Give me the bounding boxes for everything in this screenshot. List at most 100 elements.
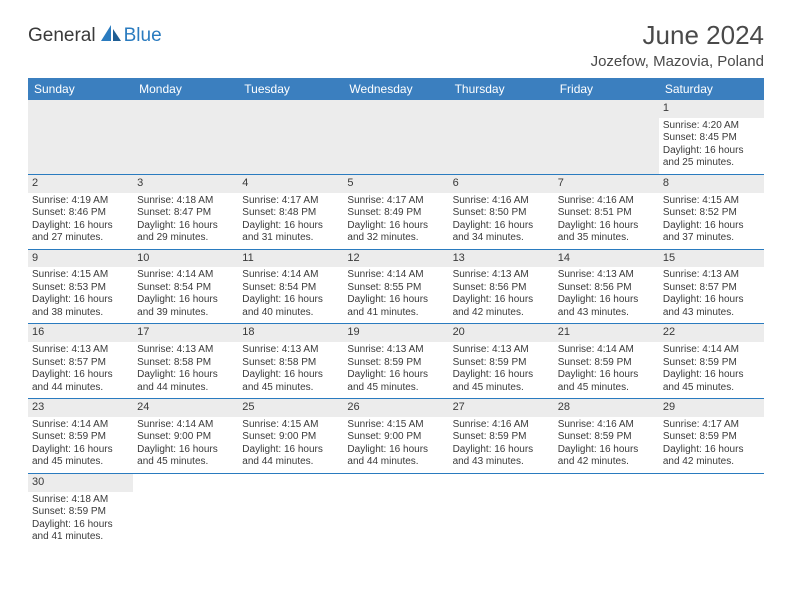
day-number: 18 xyxy=(238,324,343,342)
calendar-cell: 27Sunrise: 4:16 AMSunset: 8:59 PMDayligh… xyxy=(449,399,554,474)
sunrise-text: Sunrise: 4:20 AM xyxy=(663,120,760,133)
daylight-text: Daylight: 16 hours and 39 minutes. xyxy=(137,294,234,319)
sunrise-text: Sunrise: 4:14 AM xyxy=(32,419,129,432)
sunset-text: Sunset: 8:59 PM xyxy=(32,431,129,444)
daylight-text: Daylight: 16 hours and 44 minutes. xyxy=(242,444,339,469)
sunset-text: Sunset: 8:51 PM xyxy=(558,207,655,220)
sunset-text: Sunset: 8:50 PM xyxy=(453,207,550,220)
day-number: 20 xyxy=(449,324,554,342)
day-number: 8 xyxy=(659,175,764,193)
calendar-cell: 9Sunrise: 4:15 AMSunset: 8:53 PMDaylight… xyxy=(28,249,133,324)
logo-text-blue: Blue xyxy=(124,25,162,47)
sunrise-text: Sunrise: 4:16 AM xyxy=(558,419,655,432)
sunset-text: Sunset: 8:55 PM xyxy=(347,282,444,295)
calendar-cell: 17Sunrise: 4:13 AMSunset: 8:58 PMDayligh… xyxy=(133,324,238,399)
calendar-cell: 18Sunrise: 4:13 AMSunset: 8:58 PMDayligh… xyxy=(238,324,343,399)
sunrise-text: Sunrise: 4:15 AM xyxy=(663,195,760,208)
calendar-cell: 30Sunrise: 4:18 AMSunset: 8:59 PMDayligh… xyxy=(28,473,133,547)
sunrise-text: Sunrise: 4:14 AM xyxy=(242,269,339,282)
calendar-cell xyxy=(449,473,554,547)
day-number: 21 xyxy=(554,324,659,342)
sunrise-text: Sunrise: 4:14 AM xyxy=(558,344,655,357)
day-number: 29 xyxy=(659,399,764,417)
calendar-cell xyxy=(449,100,554,174)
sunset-text: Sunset: 8:56 PM xyxy=(453,282,550,295)
weekday-header: Tuesday xyxy=(238,78,343,100)
sunrise-text: Sunrise: 4:15 AM xyxy=(242,419,339,432)
calendar-cell: 22Sunrise: 4:14 AMSunset: 8:59 PMDayligh… xyxy=(659,324,764,399)
sunrise-text: Sunrise: 4:19 AM xyxy=(32,195,129,208)
calendar-week-row: 30Sunrise: 4:18 AMSunset: 8:59 PMDayligh… xyxy=(28,473,764,547)
daylight-text: Daylight: 16 hours and 29 minutes. xyxy=(137,220,234,245)
calendar-cell: 1Sunrise: 4:20 AMSunset: 8:45 PMDaylight… xyxy=(659,100,764,174)
sunset-text: Sunset: 9:00 PM xyxy=(347,431,444,444)
sunrise-text: Sunrise: 4:17 AM xyxy=(242,195,339,208)
daylight-text: Daylight: 16 hours and 45 minutes. xyxy=(347,369,444,394)
weekday-header: Sunday xyxy=(28,78,133,100)
calendar-week-row: 2Sunrise: 4:19 AMSunset: 8:46 PMDaylight… xyxy=(28,174,764,249)
day-number: 28 xyxy=(554,399,659,417)
calendar-cell xyxy=(238,100,343,174)
calendar-cell: 26Sunrise: 4:15 AMSunset: 9:00 PMDayligh… xyxy=(343,399,448,474)
sunrise-text: Sunrise: 4:14 AM xyxy=(137,419,234,432)
calendar-cell: 15Sunrise: 4:13 AMSunset: 8:57 PMDayligh… xyxy=(659,249,764,324)
calendar-cell: 2Sunrise: 4:19 AMSunset: 8:46 PMDaylight… xyxy=(28,174,133,249)
day-number: 26 xyxy=(343,399,448,417)
calendar-table: Sunday Monday Tuesday Wednesday Thursday… xyxy=(28,78,764,548)
sunset-text: Sunset: 8:59 PM xyxy=(347,357,444,370)
calendar-cell xyxy=(343,473,448,547)
sunset-text: Sunset: 8:53 PM xyxy=(32,282,129,295)
calendar-cell: 24Sunrise: 4:14 AMSunset: 9:00 PMDayligh… xyxy=(133,399,238,474)
sunrise-text: Sunrise: 4:17 AM xyxy=(663,419,760,432)
sunrise-text: Sunrise: 4:17 AM xyxy=(347,195,444,208)
calendar-cell: 12Sunrise: 4:14 AMSunset: 8:55 PMDayligh… xyxy=(343,249,448,324)
daylight-text: Daylight: 16 hours and 42 minutes. xyxy=(453,294,550,319)
day-number: 3 xyxy=(133,175,238,193)
sunset-text: Sunset: 9:00 PM xyxy=(137,431,234,444)
daylight-text: Daylight: 16 hours and 25 minutes. xyxy=(663,145,760,170)
day-number: 1 xyxy=(659,100,764,118)
header: General Blue June 2024 Jozefow, Mazovia,… xyxy=(28,20,764,70)
sunset-text: Sunset: 8:59 PM xyxy=(663,431,760,444)
calendar-week-row: 1Sunrise: 4:20 AMSunset: 8:45 PMDaylight… xyxy=(28,100,764,174)
sunset-text: Sunset: 8:52 PM xyxy=(663,207,760,220)
calendar-cell: 28Sunrise: 4:16 AMSunset: 8:59 PMDayligh… xyxy=(554,399,659,474)
daylight-text: Daylight: 16 hours and 43 minutes. xyxy=(453,444,550,469)
sunrise-text: Sunrise: 4:13 AM xyxy=(558,269,655,282)
sunrise-text: Sunrise: 4:15 AM xyxy=(347,419,444,432)
sunset-text: Sunset: 8:59 PM xyxy=(663,357,760,370)
sunrise-text: Sunrise: 4:13 AM xyxy=(453,269,550,282)
daylight-text: Daylight: 16 hours and 38 minutes. xyxy=(32,294,129,319)
sunset-text: Sunset: 8:59 PM xyxy=(32,506,129,519)
daylight-text: Daylight: 16 hours and 44 minutes. xyxy=(137,369,234,394)
calendar-cell: 7Sunrise: 4:16 AMSunset: 8:51 PMDaylight… xyxy=(554,174,659,249)
sunset-text: Sunset: 8:59 PM xyxy=(558,357,655,370)
day-number: 23 xyxy=(28,399,133,417)
logo: General Blue xyxy=(28,24,162,47)
sunrise-text: Sunrise: 4:13 AM xyxy=(453,344,550,357)
sunrise-text: Sunrise: 4:14 AM xyxy=(137,269,234,282)
day-number: 27 xyxy=(449,399,554,417)
daylight-text: Daylight: 16 hours and 43 minutes. xyxy=(558,294,655,319)
day-number: 19 xyxy=(343,324,448,342)
calendar-cell: 20Sunrise: 4:13 AMSunset: 8:59 PMDayligh… xyxy=(449,324,554,399)
day-number: 2 xyxy=(28,175,133,193)
weekday-header: Thursday xyxy=(449,78,554,100)
daylight-text: Daylight: 16 hours and 45 minutes. xyxy=(663,369,760,394)
sunset-text: Sunset: 8:58 PM xyxy=(242,357,339,370)
calendar-week-row: 23Sunrise: 4:14 AMSunset: 8:59 PMDayligh… xyxy=(28,399,764,474)
daylight-text: Daylight: 16 hours and 37 minutes. xyxy=(663,220,760,245)
sunrise-text: Sunrise: 4:13 AM xyxy=(347,344,444,357)
sunset-text: Sunset: 8:54 PM xyxy=(242,282,339,295)
day-number: 7 xyxy=(554,175,659,193)
daylight-text: Daylight: 16 hours and 31 minutes. xyxy=(242,220,339,245)
day-number: 5 xyxy=(343,175,448,193)
daylight-text: Daylight: 16 hours and 43 minutes. xyxy=(663,294,760,319)
daylight-text: Daylight: 16 hours and 45 minutes. xyxy=(32,444,129,469)
calendar-cell: 13Sunrise: 4:13 AMSunset: 8:56 PMDayligh… xyxy=(449,249,554,324)
daylight-text: Daylight: 16 hours and 27 minutes. xyxy=(32,220,129,245)
day-number: 24 xyxy=(133,399,238,417)
calendar-cell: 25Sunrise: 4:15 AMSunset: 9:00 PMDayligh… xyxy=(238,399,343,474)
calendar-cell xyxy=(133,473,238,547)
calendar-cell xyxy=(133,100,238,174)
